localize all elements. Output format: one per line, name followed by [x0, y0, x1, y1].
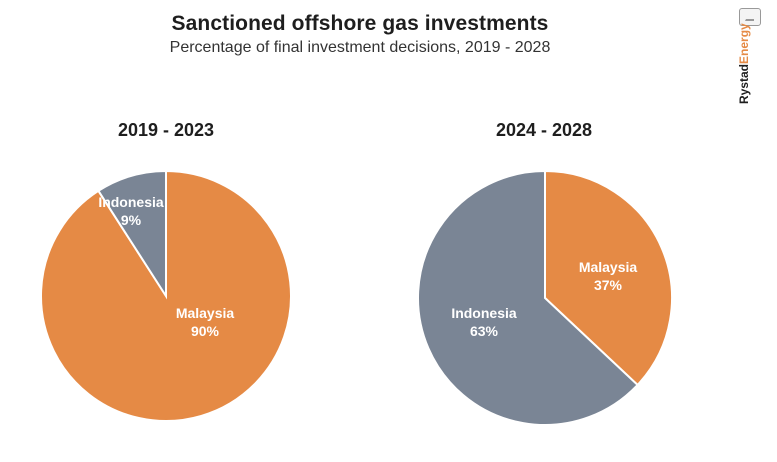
- brand-logo: RystadEnergy: [735, 8, 765, 104]
- slice-label-indonesia-0: Indonesia: [98, 194, 164, 210]
- pie-title-2024-2028: 2024 - 2028: [495, 120, 593, 140]
- pie-slice-malaysia-1: [544, 169, 673, 387]
- slice-label-malaysia-0: Malaysia: [176, 305, 235, 321]
- chart-subtitle: Percentage of final investment decisions…: [169, 39, 551, 56]
- pie-slice-indonesia-0: [97, 169, 167, 300]
- brand-name: RystadEnergy: [737, 23, 751, 104]
- image-icon: [739, 8, 761, 26]
- slice-value-malaysia-0: 90%: [191, 323, 220, 339]
- pie-title-2019-2023: 2019 - 2023: [117, 120, 215, 140]
- slice-value-indonesia-1: 63%: [470, 323, 499, 339]
- slice-label-malaysia-1: Malaysia: [579, 259, 638, 275]
- pie-slice-indonesia-1: [417, 169, 639, 426]
- slice-value-malaysia-1: 37%: [594, 277, 623, 293]
- slice-label-indonesia-1: Indonesia: [451, 305, 517, 321]
- chart-title: Sanctioned offshore gas investments: [171, 12, 549, 35]
- slice-value-indonesia-0: 9%: [121, 212, 142, 228]
